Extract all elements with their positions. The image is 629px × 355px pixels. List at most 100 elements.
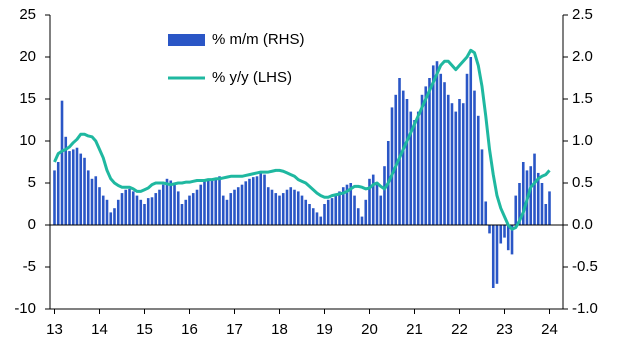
bar [233,189,236,225]
y2-tick-label: -1.0 [572,300,598,317]
bar [461,103,465,225]
bar [304,199,308,225]
bar [176,191,180,225]
bar [120,193,124,225]
y2-tick-label: 1.0 [572,132,593,149]
bar [450,103,454,225]
y2-tick-label: 2.5 [572,6,593,23]
bar [390,107,394,225]
y2-tick-label: -0.5 [572,258,598,275]
bar [458,99,461,225]
bar [349,183,353,225]
x-tick-label: 14 [91,321,108,338]
bar [221,195,225,225]
bar [334,195,338,225]
bar [379,195,383,225]
x-tick-label: 19 [316,321,333,338]
x-tick-label: 21 [406,321,423,338]
bar [139,199,143,225]
bar [199,184,203,225]
bar [308,204,311,225]
bar [514,195,518,225]
bar [375,183,379,225]
bar [488,225,491,234]
bar [71,149,75,225]
bar [521,162,525,225]
bar [101,195,105,225]
y-tick-label: 5 [28,174,36,191]
bar [435,61,439,226]
bar [499,225,503,244]
bar [285,189,289,225]
bar [53,170,56,225]
bar [476,115,480,225]
x-tick-label: 15 [136,321,153,338]
bar [315,212,319,225]
bar [360,216,364,225]
bar [491,225,495,288]
y-tick-label: 0 [28,216,36,233]
bar [413,120,416,225]
bar [371,174,375,225]
bar [83,157,86,225]
bar [206,178,210,225]
bar [173,183,176,225]
legend-label: % m/m (RHS) [212,31,305,48]
x-tick-label: 23 [496,321,513,338]
x-tick-label: 20 [361,321,378,338]
y2-tick-label: 2.0 [572,48,593,65]
bar [330,198,334,225]
y-tick-label: -10 [14,300,36,317]
bar [544,204,548,225]
bar [79,153,83,225]
bar [364,199,368,225]
bar [68,151,71,225]
y2-tick-label: 1.5 [572,90,593,107]
bar [446,94,450,225]
x-tick-label: 16 [181,321,198,338]
bar [263,174,266,225]
bar [409,111,413,225]
bar [356,208,360,225]
y-tick-label: 20 [19,48,36,65]
bar [289,187,293,225]
bar [278,195,281,225]
bar [398,78,401,225]
x-tick-label: 24 [541,321,558,338]
line [53,48,551,231]
bar [195,189,199,225]
bar [506,225,510,251]
bar [266,187,270,225]
bar [300,195,304,225]
bar [161,184,165,225]
bar [338,191,341,225]
bar [169,180,173,225]
bar [214,178,218,225]
bar [533,153,536,225]
bar [229,193,233,225]
bar [326,199,330,225]
bar [240,184,244,225]
bar [368,178,371,225]
bar [251,177,255,225]
bar [518,183,521,225]
bar [353,195,356,225]
bar [439,73,443,225]
bar [218,176,221,225]
bar [146,198,150,225]
bar [431,65,435,226]
legend-swatch [168,34,205,46]
bar [105,199,109,225]
bar [56,162,60,225]
bar [131,191,135,225]
bar [394,94,398,225]
y2-tick-label: 0.0 [572,216,593,233]
bar [469,57,473,225]
bar [465,73,469,225]
y-tick-label: -5 [23,258,36,275]
bar [158,189,161,225]
bar [311,208,315,225]
bar [124,189,128,225]
bar [236,187,240,225]
